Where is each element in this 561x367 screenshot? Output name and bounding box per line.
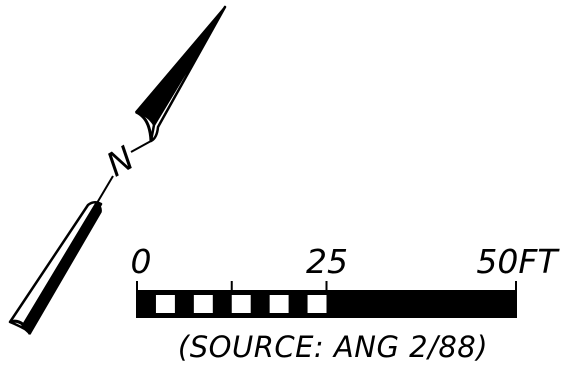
source-note: (SOURCE: ANG 2/88) <box>178 330 488 364</box>
scale-bar-white-segment <box>269 295 289 313</box>
scale-label-50ft: 50FT <box>476 242 560 281</box>
scale-label-0: 0 <box>131 242 152 281</box>
scale-bar-ticks <box>136 281 517 291</box>
north-arrow-head-dark <box>135 6 226 126</box>
north-arrow-tail-cap <box>9 319 32 335</box>
scale-bar-white-segment <box>193 295 213 313</box>
north-arrow-head-base <box>135 110 153 142</box>
north-arrow-head-light <box>149 5 227 143</box>
scale-label-25: 25 <box>306 242 348 281</box>
north-arrow: N <box>8 5 227 335</box>
scale-bar-white-segment <box>307 295 327 313</box>
north-arrow-shaft-lower <box>96 175 114 204</box>
scale-bar-white-segment <box>231 295 251 313</box>
north-arrow-tail-dark <box>21 202 102 335</box>
scale-bar-white-segment <box>155 295 175 313</box>
scale-bar: 0 25 50FT <box>131 242 560 318</box>
scale-bar-checker <box>155 295 327 313</box>
north-label: N <box>100 138 141 184</box>
north-arrow-shaft-upper <box>130 140 152 153</box>
